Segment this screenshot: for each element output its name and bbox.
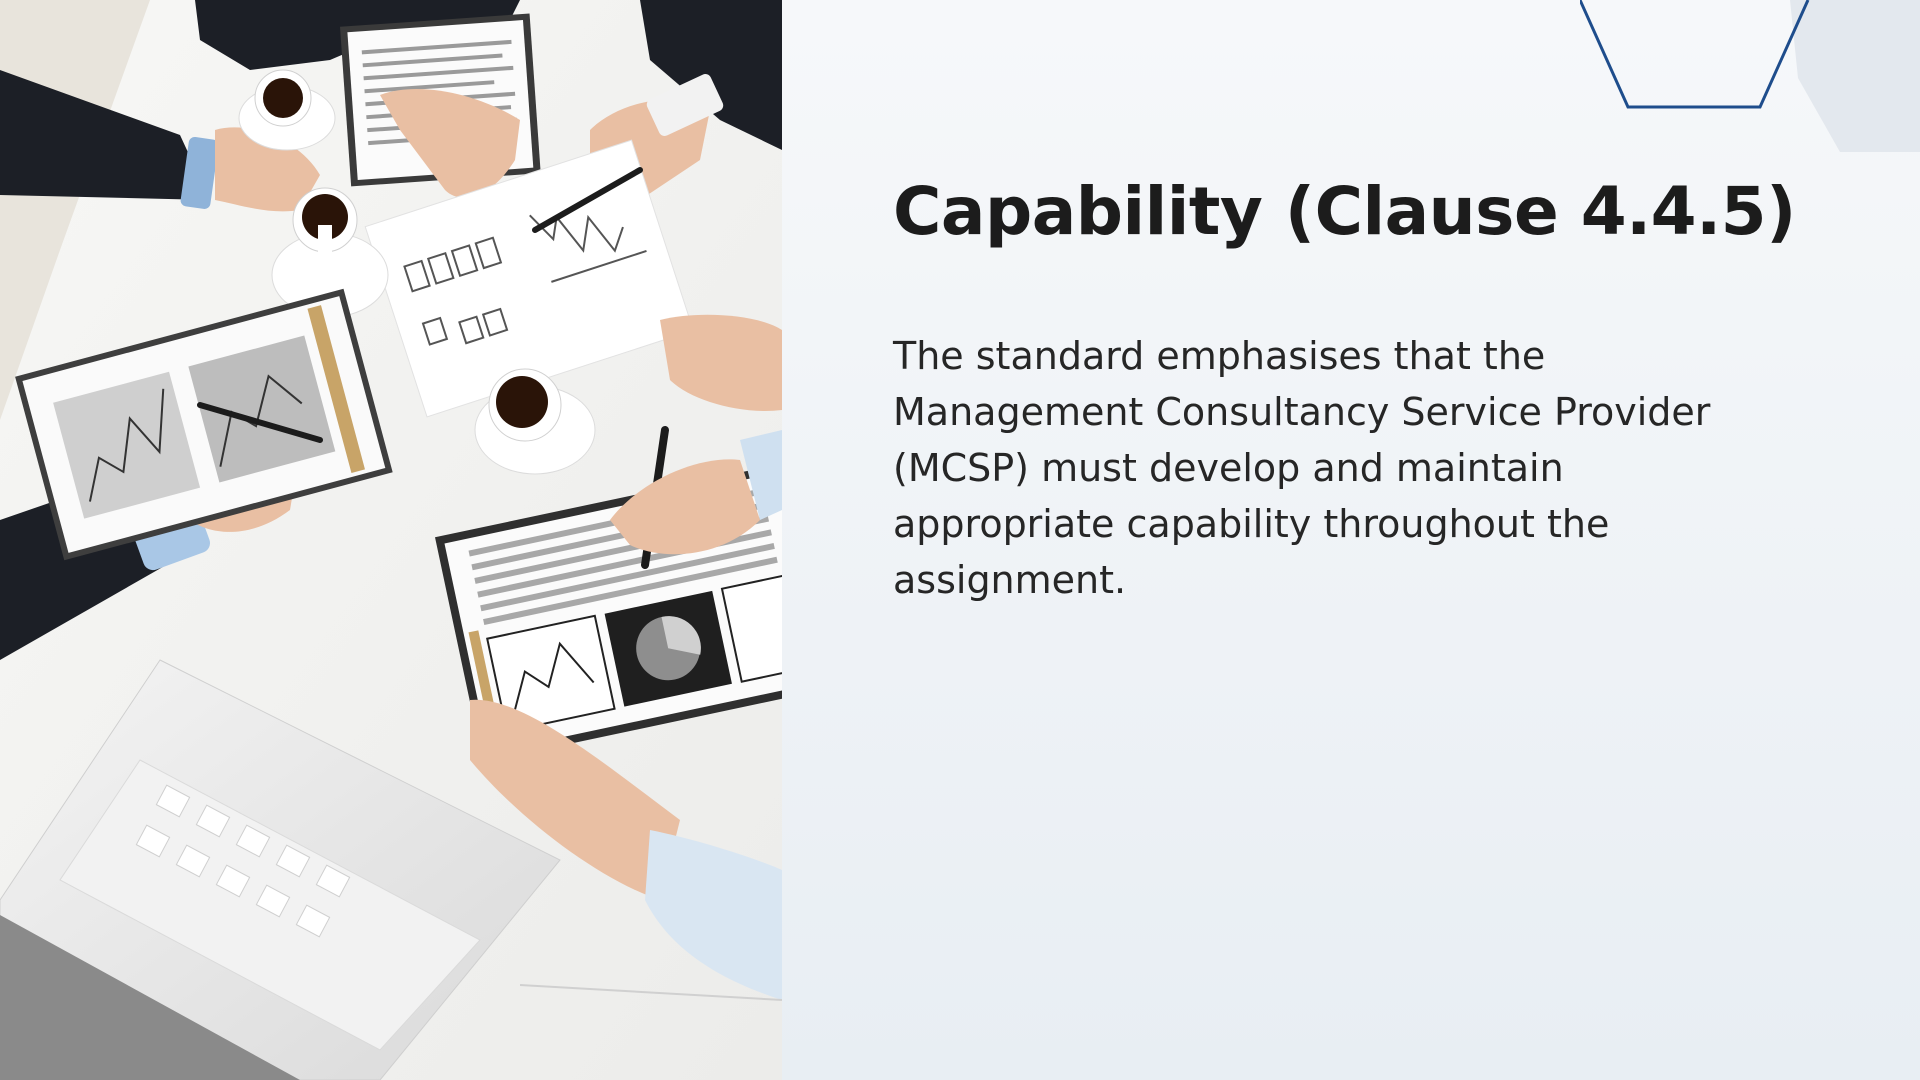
content-panel: Capability (Clause 4.4.5) The standard e… <box>782 0 1920 1080</box>
business-meeting-photo-icon <box>0 0 782 1080</box>
coffee-cup-icon <box>238 69 336 151</box>
meeting-photo <box>0 0 782 1080</box>
slide-title: Capability (Clause 4.4.5) <box>893 173 1796 250</box>
hexagon-decoration-icon <box>1580 0 1920 152</box>
slide-body-text: The standard emphasises that the Managem… <box>893 334 1711 602</box>
laptop-icon <box>0 659 561 1080</box>
